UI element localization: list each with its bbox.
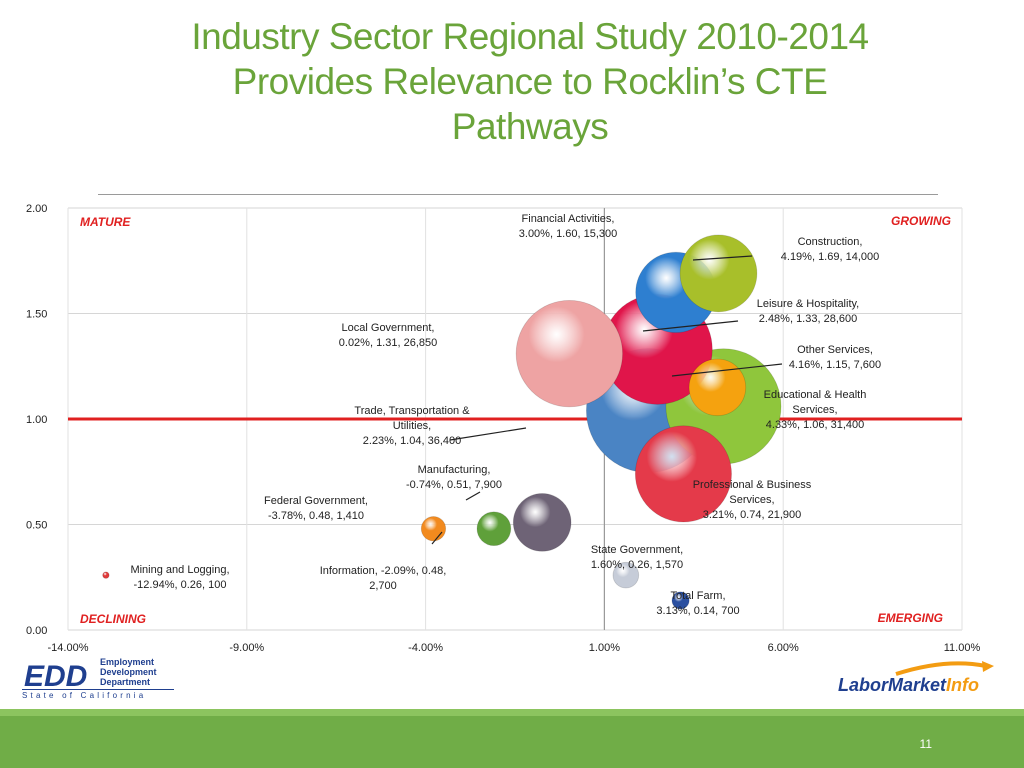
bubble-point <box>612 561 640 589</box>
bubble-label: Services, <box>729 494 774 506</box>
bubble-label: 1.60%, 0.26, 1,570 <box>591 559 683 571</box>
bubble-label: 0.02%, 1.31, 26,850 <box>339 337 437 349</box>
bubble-point <box>634 425 732 523</box>
bubble-label: Leisure & Hospitality, <box>757 298 860 310</box>
quadrant-label-emerging: EMERGING <box>878 611 943 625</box>
bubble-label: -3.78%, 0.48, 1,410 <box>268 510 364 522</box>
edd-state: State of California <box>22 691 146 700</box>
bubble-label: Total Farm, <box>670 590 725 602</box>
bubble-label: 4.19%, 1.69, 14,000 <box>781 251 879 263</box>
quadrant-label-mature: MATURE <box>80 215 131 229</box>
bubble-label: Services, <box>792 404 837 416</box>
quadrant-label-declining: DECLINING <box>80 612 146 626</box>
quadrant-label-growing: GROWING <box>891 214 951 228</box>
bubble-point <box>512 493 572 552</box>
bubble-point <box>679 234 758 313</box>
bubble-label: Professional & Business <box>693 479 812 491</box>
edd-line-1: Employment <box>100 657 154 667</box>
bubble-label: State Government, <box>591 544 683 556</box>
bubble-point <box>671 591 690 610</box>
bubble-label: Manufacturing, <box>418 464 491 476</box>
bubble-label: -0.74%, 0.51, 7,900 <box>406 479 502 491</box>
label-leader-line <box>642 320 739 332</box>
bubble-label: 3.21%, 0.74, 21,900 <box>703 509 801 521</box>
edd-abbr: EDD <box>24 660 87 693</box>
x-tick-label: -9.00% <box>229 642 264 654</box>
title-line-2: Provides Relevance to Rocklin’s CTE <box>232 61 828 102</box>
bubble-label: 4.16%, 1.15, 7,600 <box>789 359 881 371</box>
edd-logo: EDD Employment Development Department St… <box>22 657 174 700</box>
lmi-part2: Info <box>946 675 979 695</box>
y-tick-label: 1.50 <box>26 309 47 321</box>
bubble-label: Educational & Health <box>764 389 867 401</box>
bubble-label: Local Government, <box>342 322 435 334</box>
footer-strip <box>0 709 1024 716</box>
bubble-point <box>476 511 512 547</box>
bubble-label: Other Services, <box>797 344 873 356</box>
y-tick-label: 0.00 <box>26 625 47 637</box>
y-tick-label: 1.00 <box>26 414 47 426</box>
bubble-label: Financial Activities, <box>522 213 615 225</box>
y-tick-label: 0.50 <box>26 520 47 532</box>
bubble-label: Mining and Logging, <box>130 564 229 576</box>
x-tick-label: 11.00% <box>944 642 981 654</box>
footer-bar: 11 <box>0 709 1024 768</box>
edd-line-3: Department <box>100 677 150 687</box>
svg-text:LaborMarketInfo: LaborMarketInfo <box>838 675 979 695</box>
bubble-point <box>420 516 447 542</box>
bubble-point <box>515 299 624 408</box>
title-line-1: Industry Sector Regional Study 2010-2014 <box>191 16 869 57</box>
bubble-label: Information, -2.09%, 0.48, <box>320 565 447 577</box>
bubble-label: Construction, <box>798 236 863 248</box>
bubble-chart: 0.00 0.50 1.00 1.50 2.00 -14.00% -9.00% -4.00% 1… <box>26 203 981 654</box>
x-tick-label: -4.00% <box>408 642 443 654</box>
page-number: 11 <box>919 737 932 751</box>
title-line-3: Pathways <box>451 106 609 147</box>
lmi-part1: LaborMarket <box>838 675 947 695</box>
bubble-label: 2,700 <box>369 580 397 592</box>
bubble-label: 3.00%, 1.60, 15,300 <box>519 228 617 240</box>
label-leader-line <box>449 427 527 441</box>
bubble-label: 2.23%, 1.04, 36,400 <box>363 435 461 447</box>
label-leader-line <box>465 491 481 501</box>
bubble-point <box>102 571 110 579</box>
x-tick-label: 1.00% <box>589 642 620 654</box>
x-tick-label: 6.00% <box>768 642 799 654</box>
bubble-label: Utilities, <box>393 420 432 432</box>
bubble-label: Federal Government, <box>264 495 368 507</box>
y-tick-label: 2.00 <box>26 203 47 215</box>
bubble-label: 4.33%, 1.06, 31,400 <box>766 419 864 431</box>
edd-line-2: Development <box>100 667 157 677</box>
title-divider <box>98 194 938 195</box>
bubble-label: -12.94%, 0.26, 100 <box>134 579 227 591</box>
bubble-point <box>688 358 747 417</box>
label-leader-line <box>431 531 443 545</box>
bubble-label: 2.48%, 1.33, 28,600 <box>759 313 857 325</box>
label-leader-line <box>692 255 753 261</box>
label-leader-line <box>671 363 783 377</box>
labormarketinfo-logo: LaborMarketInfo <box>838 661 994 695</box>
x-tick-label: -14.00% <box>48 642 89 654</box>
bubble-label: 3.13%, 0.14, 700 <box>656 605 739 617</box>
bubble-label: Trade, Transportation & <box>354 405 470 417</box>
slide-title: Industry Sector Regional Study 2010-2014… <box>100 14 960 149</box>
